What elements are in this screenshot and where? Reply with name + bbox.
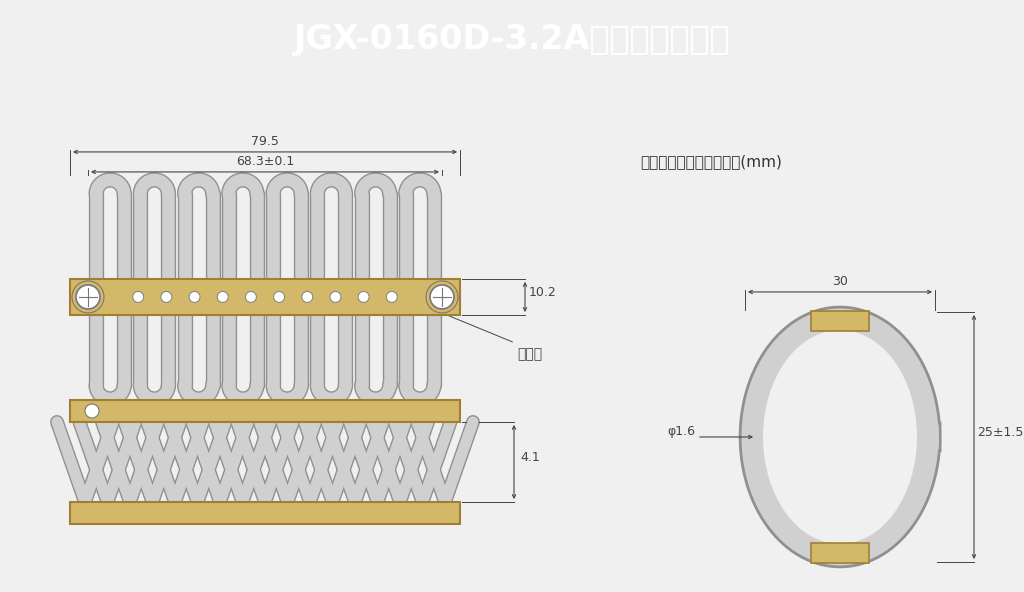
Text: 79.5: 79.5 (251, 135, 279, 148)
Text: 注：所有的尺寸均为毫米(mm): 注：所有的尺寸均为毫米(mm) (640, 155, 782, 169)
Circle shape (76, 285, 100, 309)
Circle shape (330, 291, 341, 303)
Circle shape (85, 404, 99, 418)
Circle shape (386, 291, 397, 303)
Circle shape (358, 291, 369, 303)
Text: 10.2: 10.2 (529, 286, 557, 299)
Text: 68.3±0.1: 68.3±0.1 (236, 155, 294, 168)
Text: 4.1: 4.1 (520, 451, 540, 464)
Bar (70, 400, 460, 422)
Text: 25±1.5: 25±1.5 (977, 426, 1023, 439)
Circle shape (302, 291, 312, 303)
Circle shape (246, 291, 256, 303)
Text: JGX-0160D-3.2A产品结构示意图: JGX-0160D-3.2A产品结构示意图 (294, 24, 730, 56)
Bar (70, 279, 460, 315)
Bar (70, 502, 460, 524)
Text: φ1.6: φ1.6 (667, 426, 695, 439)
Circle shape (133, 291, 143, 303)
Circle shape (273, 291, 285, 303)
Text: 30: 30 (833, 275, 848, 288)
Circle shape (189, 291, 200, 303)
Ellipse shape (763, 330, 918, 544)
Bar (811, 311, 869, 331)
Circle shape (217, 291, 228, 303)
Text: 安装孔: 安装孔 (517, 347, 542, 361)
Bar (811, 543, 869, 563)
Circle shape (430, 285, 454, 309)
Circle shape (161, 291, 172, 303)
